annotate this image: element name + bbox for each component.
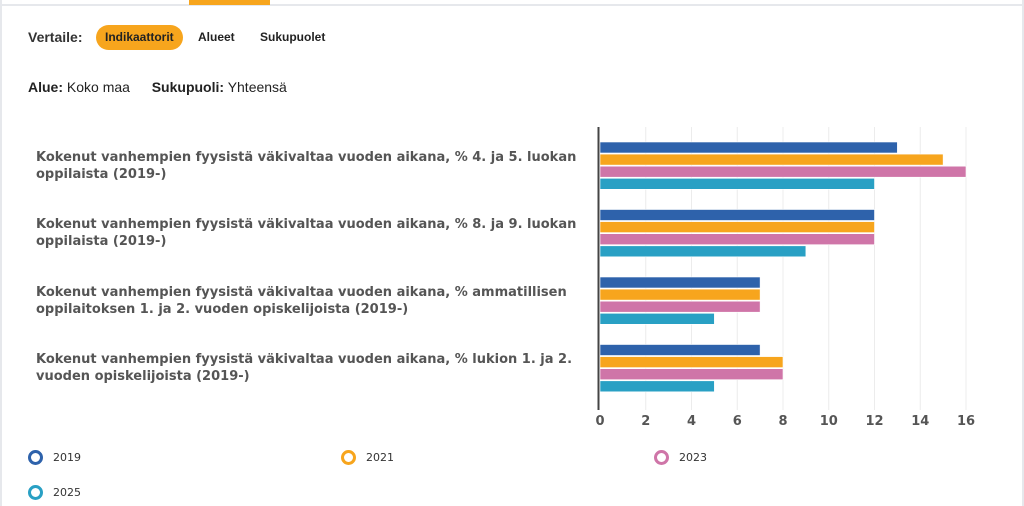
area-label: Alue: bbox=[28, 79, 63, 95]
gender-value: Yhteensä bbox=[227, 79, 287, 95]
legend-label: 2021 bbox=[366, 451, 394, 464]
bar-2021 bbox=[599, 356, 784, 368]
bar-2025 bbox=[599, 312, 715, 325]
x-tick-label: 10 bbox=[820, 414, 838, 429]
legend-label: 2025 bbox=[53, 486, 81, 499]
compare-areas-button[interactable]: Alueet bbox=[198, 30, 235, 44]
compare-label: Vertaile: bbox=[28, 29, 83, 45]
category-label: Kokenut vanhempien fyysistä väkivaltaa v… bbox=[36, 352, 573, 384]
bar-2021 bbox=[599, 153, 944, 166]
x-tick-label: 0 bbox=[595, 414, 604, 429]
x-tick-label: 4 bbox=[687, 414, 696, 429]
legend-item-2023[interactable]: 2023 bbox=[654, 450, 707, 465]
legend-label: 2019 bbox=[53, 451, 81, 464]
legend-marker-icon bbox=[28, 485, 43, 500]
active-tab-indicator bbox=[189, 0, 270, 5]
right-border bbox=[1022, 0, 1024, 506]
bar-2019 bbox=[599, 209, 875, 221]
compare-indicators-button[interactable]: Indikaattorit bbox=[96, 25, 183, 50]
x-tick-label: 8 bbox=[778, 414, 787, 429]
x-tick-label: 16 bbox=[957, 414, 975, 429]
compare-genders-button[interactable]: Sukupuolet bbox=[260, 30, 326, 44]
x-tick-label: 12 bbox=[865, 414, 883, 429]
bar-2023 bbox=[599, 233, 875, 245]
category-label: Kokenut vanhempien fyysistä väkivaltaa v… bbox=[36, 217, 577, 249]
area-value: Koko maa bbox=[66, 79, 130, 95]
legend-item-2021[interactable]: 2021 bbox=[341, 450, 394, 465]
bar-2021 bbox=[599, 221, 875, 233]
bar-2019 bbox=[599, 276, 761, 289]
legend-marker-icon bbox=[341, 450, 356, 465]
gender-label: Sukupuoli: bbox=[151, 79, 225, 95]
bar-2023 bbox=[599, 165, 967, 178]
top-divider bbox=[0, 4, 1024, 6]
bar-chart: 0 2 4 6 8 10 12 14 16 bbox=[595, 127, 975, 429]
legend-marker-icon bbox=[28, 450, 43, 465]
x-tick-label: 2 bbox=[641, 414, 650, 429]
bar-2023 bbox=[599, 368, 784, 381]
bar-2019 bbox=[599, 344, 761, 356]
bar-2025 bbox=[599, 380, 715, 393]
bar-2025 bbox=[599, 245, 807, 258]
legend-label: 2023 bbox=[679, 451, 707, 464]
category-label: Kokenut vanhempien fyysistä väkivaltaa v… bbox=[36, 150, 577, 182]
bar-2019 bbox=[599, 141, 898, 154]
x-tick-label: 14 bbox=[911, 414, 929, 429]
active-filters: Alue: Koko maa Sukupuoli: Yhteensä bbox=[28, 79, 287, 95]
category-label: Kokenut vanhempien fyysistä väkivaltaa v… bbox=[36, 285, 567, 317]
legend-marker-icon bbox=[654, 450, 669, 465]
bar-2025 bbox=[599, 178, 875, 190]
legend-item-2019[interactable]: 2019 bbox=[28, 450, 81, 465]
left-border bbox=[0, 0, 2, 506]
x-tick-label: 6 bbox=[733, 414, 742, 429]
bar-2021 bbox=[599, 288, 761, 301]
bar-2023 bbox=[599, 300, 761, 313]
legend-item-2025[interactable]: 2025 bbox=[28, 485, 81, 500]
